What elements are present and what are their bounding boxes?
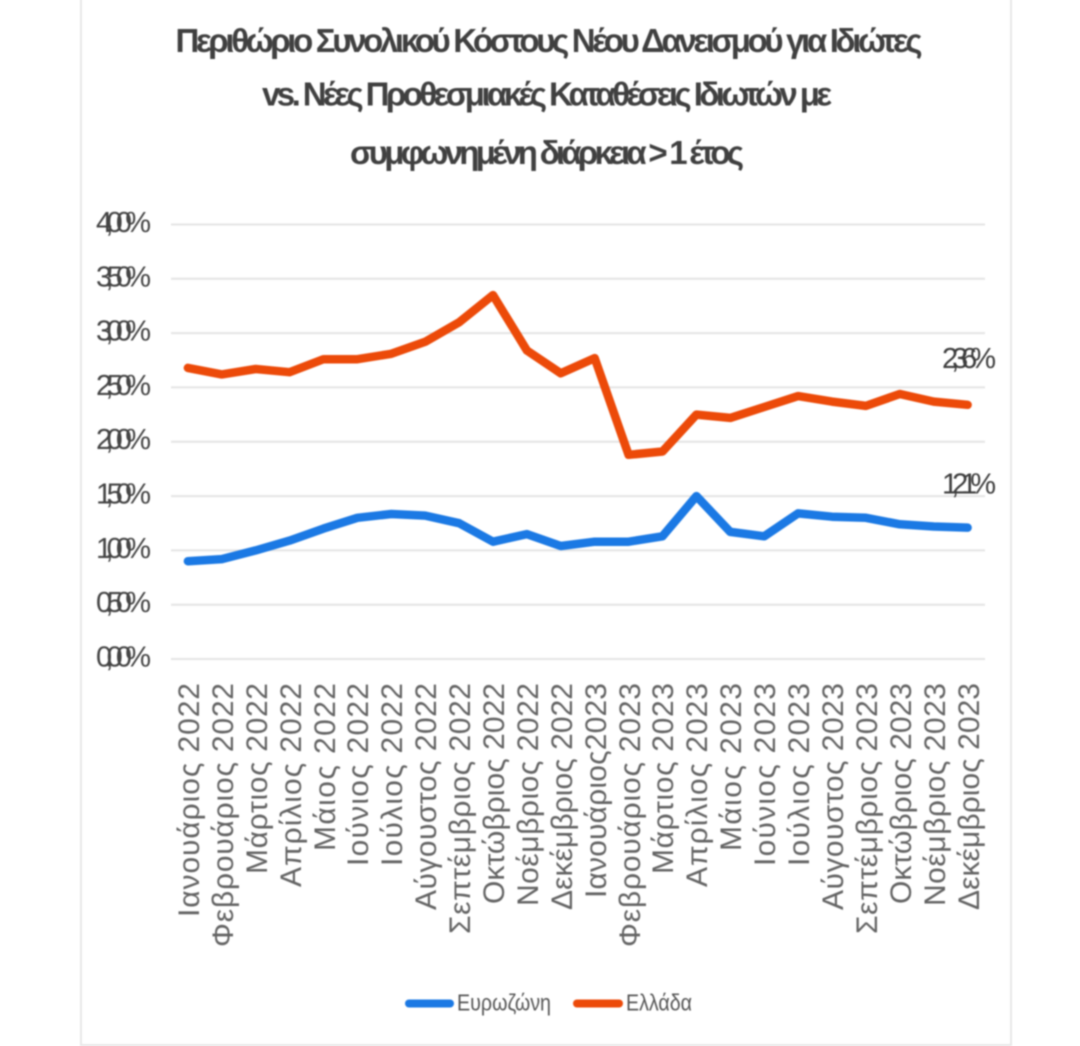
svg-text:συμφωνημένη διάρκεια > 1 έτος: συμφωνημένη διάρκεια > 1 έτος	[350, 134, 744, 171]
svg-text:Μάρτιος 2022: Μάρτιος 2022	[241, 683, 274, 874]
svg-text:Σεπτέμβριος 2023: Σεπτέμβριος 2023	[851, 683, 884, 934]
svg-text:vs. Νέες Προθεσμιακές Καταθέσε: vs. Νέες Προθεσμιακές Καταθέσεις Ιδιωτών…	[262, 76, 832, 113]
svg-text:3,50%: 3,50%	[96, 261, 151, 293]
svg-text:Νοέμβριος 2023: Νοέμβριος 2023	[919, 683, 952, 906]
svg-text:Μάιος 2022: Μάιος 2022	[309, 683, 342, 851]
svg-text:Φεβρουάριος 2023: Φεβρουάριος 2023	[614, 683, 647, 947]
svg-text:Αύγουστος 2023: Αύγουστος 2023	[817, 683, 850, 910]
svg-text:2,50%: 2,50%	[96, 370, 151, 402]
svg-text:2,00%: 2,00%	[96, 424, 151, 456]
svg-text:Ιανουάριος 2022: Ιανουάριος 2022	[173, 683, 206, 917]
svg-text:Ιούνιος 2023: Ιούνιος 2023	[749, 683, 782, 866]
svg-text:Ιούνιος 2022: Ιούνιος 2022	[342, 683, 375, 866]
svg-text:Δεκέμβριος 2022: Δεκέμβριος 2022	[546, 683, 579, 910]
svg-text:1,21%: 1,21%	[942, 469, 996, 501]
svg-text:Φεβρουάριος 2022: Φεβρουάριος 2022	[207, 683, 240, 947]
svg-text:Δεκέμβριος 2023: Δεκέμβριος 2023	[953, 683, 986, 910]
svg-text:Σεπτέμβριος 2022: Σεπτέμβριος 2022	[444, 683, 477, 934]
svg-text:Μάιος 2023: Μάιος 2023	[715, 683, 748, 851]
svg-text:Απρίλιος 2022: Απρίλιος 2022	[275, 683, 308, 887]
svg-text:Ευρωζώνη: Ευρωζώνη	[457, 990, 551, 1016]
svg-text:Οκτώβριος 2023: Οκτώβριος 2023	[885, 683, 918, 904]
svg-text:Περιθώριο Συνολικού Κόστους Νέ: Περιθώριο Συνολικού Κόστους Νέου Δανεισμ…	[176, 22, 923, 59]
svg-text:Ιούλιος 2023: Ιούλιος 2023	[783, 683, 816, 866]
svg-text:Ιανουάριος2023: Ιανουάριος2023	[580, 683, 613, 898]
svg-text:Αύγουστος 2022: Αύγουστος 2022	[410, 683, 443, 910]
svg-text:Ελλάδα: Ελλάδα	[626, 990, 692, 1016]
svg-text:3,00%: 3,00%	[96, 316, 151, 348]
svg-text:0,00%: 0,00%	[96, 641, 151, 673]
svg-text:Απρίλιος 2023: Απρίλιος 2023	[681, 683, 714, 887]
svg-text:1,50%: 1,50%	[96, 479, 151, 511]
svg-text:2,36%: 2,36%	[942, 343, 996, 375]
svg-text:4,00%: 4,00%	[96, 207, 151, 239]
svg-text:Οκτώβριος 2022: Οκτώβριος 2022	[478, 683, 511, 904]
svg-text:Νοέμβριος 2022: Νοέμβριος 2022	[512, 683, 545, 906]
svg-text:1,00%: 1,00%	[96, 533, 151, 565]
svg-text:Ιούλιος 2022: Ιούλιος 2022	[376, 683, 409, 866]
svg-text:0,50%: 0,50%	[96, 587, 151, 619]
svg-text:Μάρτιος 2023: Μάρτιος 2023	[647, 683, 680, 874]
